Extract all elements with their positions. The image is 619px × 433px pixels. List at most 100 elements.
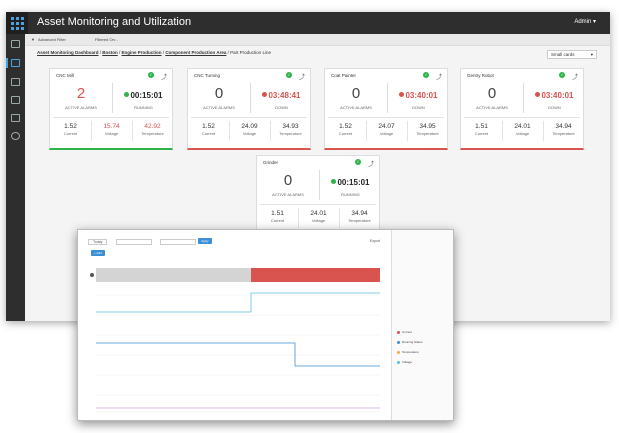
metric-temperature: 42.92 Temperature (132, 123, 173, 136)
breadcrumb-item[interactable]: Asset Monitoring Dashboard (37, 50, 99, 55)
metric-current: 1.52 Current (50, 123, 91, 136)
time-range-select[interactable]: Today (88, 239, 108, 245)
document-icon[interactable] (11, 96, 20, 104)
legend-item[interactable]: Temperature (397, 350, 419, 354)
metric-voltage: 24.01 Voltage (502, 123, 543, 136)
check-icon: ✓ (148, 72, 154, 78)
trend-chart-icon[interactable]: ⤴ (160, 75, 167, 81)
asset-card-grinder[interactable]: Grinder ✓ ⤴ 0 ACTIVE ALARMS 00:15:01 RUN… (256, 155, 380, 237)
sidebar (6, 34, 25, 321)
end-date-input[interactable] (160, 239, 196, 245)
advanced-filter-button[interactable]: Advanced Filter (38, 37, 66, 42)
metric-voltage: 24.07 Voltage (366, 123, 407, 136)
state-duration-value: 03:40:01 (541, 91, 574, 100)
divider (53, 117, 169, 118)
metric-voltage: 15.74 Voltage (91, 123, 132, 136)
divider (250, 83, 251, 113)
network-icon[interactable] (11, 114, 20, 122)
metric-label: Temperature (279, 131, 302, 136)
metric-label: Voltage (515, 131, 530, 136)
legend-item[interactable]: Voltage (397, 360, 412, 364)
legend-label: Running Status (402, 340, 423, 344)
metric-value: 15.74 (103, 123, 120, 130)
breadcrumb-current: Part Production Line (230, 50, 271, 55)
divider (132, 121, 133, 141)
user-menu[interactable]: Admin ▾ (574, 19, 596, 25)
export-button[interactable]: Export (370, 239, 381, 243)
metric-value: 34.93 (282, 123, 299, 130)
down-status-icon (535, 92, 541, 97)
apply-button[interactable]: Apply (198, 238, 212, 244)
add-button[interactable]: + Add (91, 250, 105, 256)
app-grid-icon[interactable] (6, 12, 28, 34)
metric-value: 24.07 (378, 123, 395, 130)
metric-label: Voltage (242, 131, 257, 136)
divider (270, 121, 271, 141)
dashboard-icon[interactable] (11, 40, 20, 48)
asset-card-cnc-mill[interactable]: CNC Mill ✓ ⤴ 2 ACTIVE ALARMS 00:15:01 RU… (49, 68, 173, 150)
hierarchy-icon[interactable] (11, 78, 20, 86)
check-icon: ✓ (355, 159, 361, 165)
metric-value: 1.51 (475, 123, 488, 130)
filtered-on-label: Filtered On: - (95, 37, 119, 42)
breadcrumb-item[interactable]: Engine Production (121, 50, 162, 55)
breadcrumb-item[interactable]: Boston (102, 50, 118, 55)
trend-chart (90, 268, 380, 413)
asset-card-gentry-robot[interactable]: Gentry Robot ✓ ⤴ 0 ACTIVE ALARMS 03:40:0… (460, 68, 584, 150)
metric-temperature: 34.95 Temperature (407, 123, 448, 136)
metric-value: 24.09 (241, 123, 258, 130)
asset-card-coat-painter[interactable]: Coat Painter ✓ ⤴ 0 ACTIVE ALARMS 03:40:0… (324, 68, 448, 150)
metric-value: 24.01 (310, 210, 327, 217)
status-band-idle (96, 268, 251, 282)
metric-label: Current (201, 131, 216, 136)
filter-icon[interactable]: ▼ (31, 37, 35, 42)
breadcrumb-item[interactable]: Component Production Area (165, 50, 227, 55)
metric-voltage: 24.09 Voltage (229, 123, 270, 136)
metric-value: 1.52 (339, 123, 352, 130)
running-status-icon (124, 92, 130, 97)
active-alarms-label: ACTIVE ALARMS (203, 105, 235, 110)
legend-item[interactable]: Current (397, 330, 412, 334)
state-label: RUNNING (341, 192, 360, 197)
trend-chart-icon[interactable]: ⤴ (367, 162, 374, 168)
start-date-input[interactable] (116, 239, 152, 245)
metric-label: Current (63, 131, 78, 136)
chevron-down-icon: ▾ (590, 52, 593, 57)
legend-swatch (397, 350, 400, 354)
trend-chart-icon[interactable]: ⤴ (298, 75, 305, 81)
divider (319, 170, 320, 200)
legend-item[interactable]: Running Status (397, 340, 423, 344)
legend-swatch (397, 340, 400, 344)
check-icon: ✓ (286, 72, 292, 78)
legend-swatch (397, 360, 400, 364)
metric-label: Voltage (104, 131, 119, 136)
divider (366, 121, 367, 141)
trend-chart-icon[interactable]: ⤴ (571, 75, 578, 81)
trend-chart-icon[interactable]: ⤴ (435, 75, 442, 81)
metric-value: 1.52 (202, 123, 215, 130)
status-row-icon (90, 273, 94, 277)
metric-voltage: 24.01 Voltage (298, 210, 339, 223)
state-label: RUNNING (134, 105, 153, 110)
divider (339, 208, 340, 228)
view-select[interactable]: Small cards ▾ (547, 50, 597, 59)
active-alarms-label: ACTIVE ALARMS (340, 105, 372, 110)
metric-current: 1.51 Current (257, 210, 298, 223)
view-select-value: Small cards (551, 52, 575, 57)
settings-icon[interactable] (11, 132, 20, 140)
state-label: DOWN (548, 105, 561, 110)
metric-temperature: 34.94 Temperature (543, 123, 584, 136)
legend-label: Voltage (402, 360, 413, 364)
monitor-icon[interactable] (11, 59, 20, 67)
divider (112, 83, 113, 113)
state-duration-value: 00:15:01 (337, 178, 370, 187)
asset-card-cnc-turning[interactable]: CNC Turning ✓ ⤴ 0 ACTIVE ALARMS 03:48:41… (187, 68, 311, 150)
state-duration-value: 00:15:01 (130, 91, 163, 100)
divider (464, 117, 580, 118)
status-band-down (251, 268, 380, 282)
sidebar-active-indicator (6, 58, 8, 68)
asset-name: Grinder (263, 160, 279, 165)
metric-value: 1.51 (271, 210, 284, 217)
legend-label: Temperature (402, 350, 419, 354)
metric-value: 34.94 (555, 123, 572, 130)
